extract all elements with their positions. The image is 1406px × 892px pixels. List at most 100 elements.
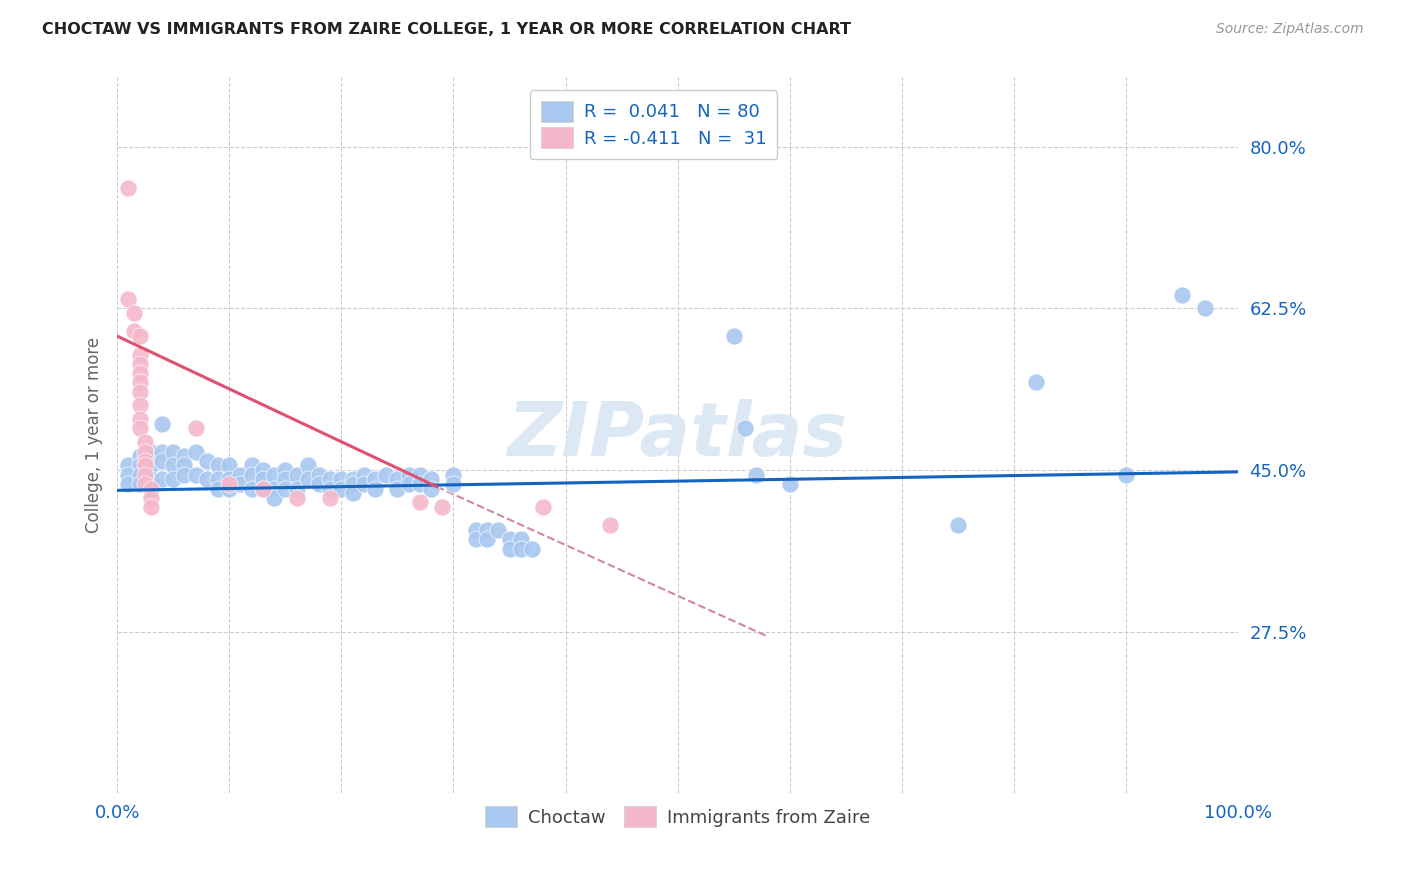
Point bbox=[498, 541, 520, 556]
Point bbox=[207, 458, 229, 473]
Point bbox=[240, 467, 263, 482]
Point bbox=[229, 476, 252, 491]
Point bbox=[531, 500, 554, 514]
Point bbox=[117, 181, 139, 195]
Point bbox=[117, 476, 139, 491]
Point bbox=[173, 458, 195, 473]
Point bbox=[150, 454, 173, 468]
Point bbox=[240, 482, 263, 496]
Point bbox=[353, 476, 375, 491]
Y-axis label: College, 1 year or more: College, 1 year or more bbox=[86, 337, 103, 533]
Point bbox=[308, 467, 330, 482]
Point bbox=[128, 376, 150, 390]
Point bbox=[128, 449, 150, 463]
Point bbox=[1025, 376, 1047, 390]
Point bbox=[173, 449, 195, 463]
Point bbox=[285, 482, 308, 496]
Point bbox=[274, 472, 297, 486]
Point bbox=[218, 476, 240, 491]
Point bbox=[218, 482, 240, 496]
Point bbox=[779, 476, 801, 491]
Point bbox=[398, 476, 420, 491]
Point bbox=[364, 482, 387, 496]
Text: Source: ZipAtlas.com: Source: ZipAtlas.com bbox=[1216, 22, 1364, 37]
Point bbox=[128, 421, 150, 435]
Point bbox=[128, 476, 150, 491]
Point bbox=[128, 347, 150, 361]
Point bbox=[252, 463, 274, 477]
Point bbox=[464, 523, 486, 537]
Point bbox=[263, 491, 285, 505]
Point bbox=[128, 357, 150, 371]
Point bbox=[207, 472, 229, 486]
Point bbox=[139, 458, 162, 473]
Point bbox=[1171, 287, 1194, 301]
Point bbox=[285, 491, 308, 505]
Point bbox=[520, 541, 543, 556]
Legend: Choctaw, Immigrants from Zaire: Choctaw, Immigrants from Zaire bbox=[478, 799, 877, 834]
Point bbox=[375, 467, 398, 482]
Point bbox=[184, 444, 207, 458]
Point bbox=[387, 482, 409, 496]
Point bbox=[420, 472, 443, 486]
Point bbox=[1194, 301, 1216, 316]
Point bbox=[745, 467, 768, 482]
Point bbox=[1115, 467, 1137, 482]
Point bbox=[218, 458, 240, 473]
Point bbox=[387, 472, 409, 486]
Point bbox=[263, 467, 285, 482]
Point bbox=[599, 518, 621, 533]
Point bbox=[162, 472, 184, 486]
Point bbox=[229, 467, 252, 482]
Point bbox=[319, 491, 342, 505]
Point bbox=[218, 472, 240, 486]
Point bbox=[117, 458, 139, 473]
Point bbox=[134, 467, 156, 482]
Point bbox=[122, 306, 145, 320]
Point bbox=[409, 467, 432, 482]
Point bbox=[134, 454, 156, 468]
Point bbox=[134, 444, 156, 458]
Point bbox=[128, 398, 150, 412]
Point bbox=[139, 500, 162, 514]
Point bbox=[443, 467, 465, 482]
Point bbox=[263, 482, 285, 496]
Point bbox=[364, 472, 387, 486]
Point bbox=[207, 482, 229, 496]
Point bbox=[420, 482, 443, 496]
Point bbox=[432, 500, 454, 514]
Point bbox=[195, 454, 218, 468]
Point bbox=[723, 329, 745, 343]
Point bbox=[139, 472, 162, 486]
Point bbox=[252, 482, 274, 496]
Point bbox=[173, 467, 195, 482]
Point bbox=[509, 533, 531, 547]
Point bbox=[134, 458, 156, 473]
Point bbox=[252, 472, 274, 486]
Point bbox=[946, 518, 969, 533]
Point bbox=[139, 444, 162, 458]
Point bbox=[184, 467, 207, 482]
Point bbox=[308, 476, 330, 491]
Point bbox=[150, 444, 173, 458]
Point bbox=[330, 482, 353, 496]
Point bbox=[342, 476, 364, 491]
Point bbox=[134, 435, 156, 450]
Point bbox=[139, 482, 162, 496]
Point bbox=[252, 482, 274, 496]
Point bbox=[409, 495, 432, 509]
Point bbox=[128, 366, 150, 380]
Point bbox=[122, 325, 145, 339]
Point bbox=[475, 533, 498, 547]
Point bbox=[342, 486, 364, 500]
Point bbox=[498, 533, 520, 547]
Point bbox=[139, 482, 162, 496]
Point bbox=[117, 292, 139, 306]
Text: ZIPatlas: ZIPatlas bbox=[508, 399, 848, 472]
Point bbox=[128, 329, 150, 343]
Text: CHOCTAW VS IMMIGRANTS FROM ZAIRE COLLEGE, 1 YEAR OR MORE CORRELATION CHART: CHOCTAW VS IMMIGRANTS FROM ZAIRE COLLEGE… bbox=[42, 22, 851, 37]
Point bbox=[150, 417, 173, 431]
Point bbox=[443, 476, 465, 491]
Point bbox=[353, 467, 375, 482]
Point bbox=[297, 472, 319, 486]
